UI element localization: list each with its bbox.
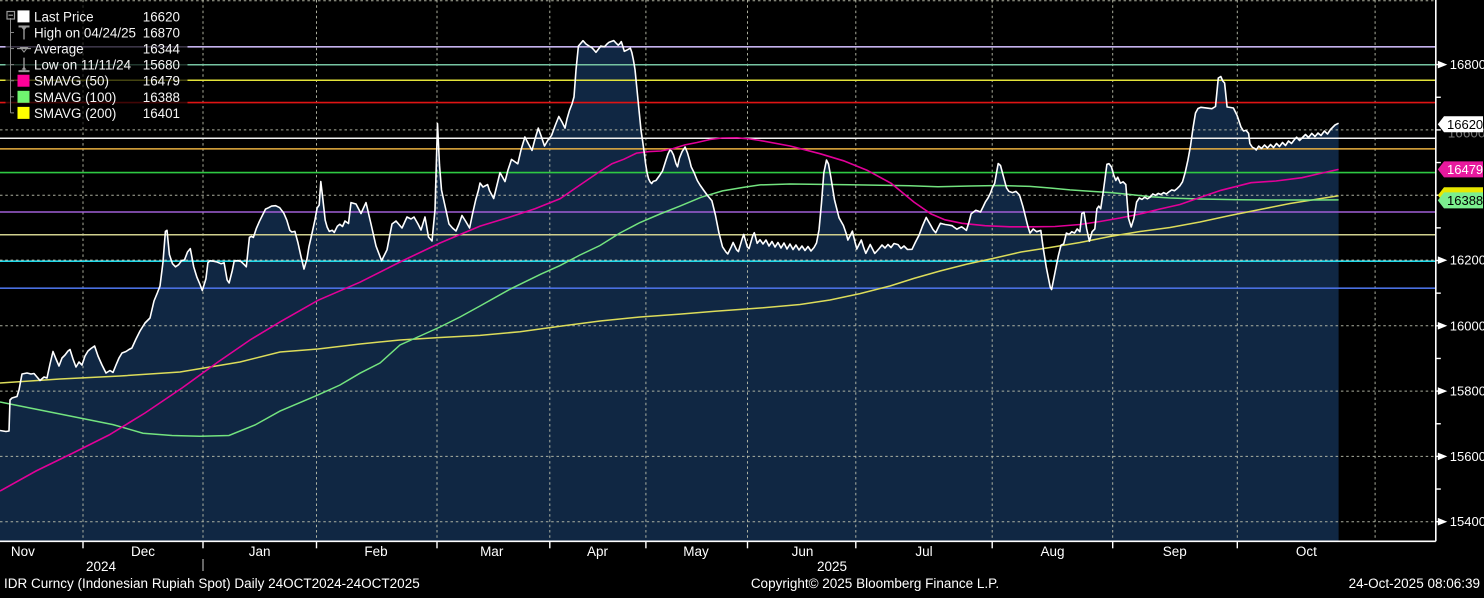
svg-text:15400: 15400	[1450, 514, 1484, 529]
svg-text:16870: 16870	[143, 25, 180, 40]
svg-text:Dec: Dec	[131, 544, 155, 559]
svg-text:Oct: Oct	[1296, 544, 1317, 559]
svg-text:15600: 15600	[1450, 449, 1484, 464]
svg-text:Average: Average	[34, 42, 84, 57]
svg-text:Aug: Aug	[1040, 544, 1064, 559]
svg-text:Sep: Sep	[1163, 544, 1187, 559]
svg-text:Jul: Jul	[915, 544, 932, 559]
svg-text:May: May	[683, 544, 709, 559]
svg-text:16479: 16479	[1447, 162, 1483, 177]
svg-text:Copyright© 2025 Bloomberg Fina: Copyright© 2025 Bloomberg Finance L.P.	[751, 576, 999, 591]
svg-text:SMAVG (50): SMAVG (50)	[34, 74, 109, 89]
svg-text:SMAVG (100): SMAVG (100)	[34, 90, 116, 105]
svg-text:Low on 11/11/24: Low on 11/11/24	[34, 58, 132, 73]
svg-text:16000: 16000	[1450, 318, 1484, 333]
svg-text:16344: 16344	[143, 42, 181, 57]
svg-text:SMAVG (200): SMAVG (200)	[34, 106, 116, 121]
svg-text:16479: 16479	[143, 74, 180, 89]
svg-text:2024: 2024	[86, 559, 117, 574]
svg-text:High on 04/24/25: High on 04/24/25	[34, 25, 136, 40]
svg-text:Last Price: Last Price	[34, 9, 94, 24]
svg-text:16200: 16200	[1450, 253, 1484, 268]
svg-text:2025: 2025	[817, 559, 847, 574]
svg-text:16620: 16620	[1447, 117, 1483, 132]
svg-text:Jan: Jan	[249, 544, 271, 559]
svg-text:15680: 15680	[143, 58, 180, 73]
svg-text:Feb: Feb	[364, 544, 387, 559]
svg-text:15800: 15800	[1450, 384, 1484, 399]
svg-text:16388: 16388	[1447, 193, 1483, 208]
svg-text:16401: 16401	[143, 106, 180, 121]
svg-text:IDR Curncy (Indonesian Rupiah: IDR Curncy (Indonesian Rupiah Spot) Dail…	[4, 576, 420, 591]
svg-text:16800: 16800	[1450, 57, 1484, 72]
svg-text:16620: 16620	[143, 9, 180, 24]
svg-text:16388: 16388	[143, 90, 180, 105]
svg-text:Apr: Apr	[587, 544, 609, 559]
svg-text:Mar: Mar	[480, 544, 504, 559]
svg-text:24-Oct-2025 08:06:39: 24-Oct-2025 08:06:39	[1349, 576, 1480, 591]
svg-text:Nov: Nov	[11, 544, 35, 559]
svg-text:Jun: Jun	[792, 544, 814, 559]
